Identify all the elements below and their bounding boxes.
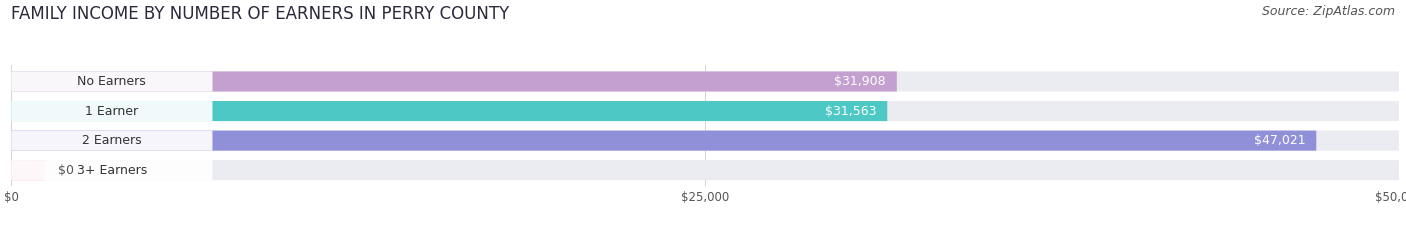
FancyBboxPatch shape (11, 101, 887, 121)
Text: $31,908: $31,908 (834, 75, 886, 88)
FancyBboxPatch shape (11, 130, 212, 151)
FancyBboxPatch shape (11, 130, 1399, 151)
Text: 1 Earner: 1 Earner (86, 105, 138, 117)
Text: FAMILY INCOME BY NUMBER OF EARNERS IN PERRY COUNTY: FAMILY INCOME BY NUMBER OF EARNERS IN PE… (11, 5, 509, 23)
Text: Source: ZipAtlas.com: Source: ZipAtlas.com (1261, 5, 1395, 18)
Text: No Earners: No Earners (77, 75, 146, 88)
Text: $31,563: $31,563 (825, 105, 876, 117)
FancyBboxPatch shape (11, 101, 212, 121)
FancyBboxPatch shape (11, 130, 1316, 151)
Text: $0: $0 (59, 164, 75, 177)
Text: 2 Earners: 2 Earners (82, 134, 142, 147)
FancyBboxPatch shape (11, 72, 897, 92)
FancyBboxPatch shape (11, 101, 1399, 121)
FancyBboxPatch shape (11, 72, 1399, 92)
FancyBboxPatch shape (11, 72, 212, 92)
Text: $47,021: $47,021 (1254, 134, 1305, 147)
Text: 3+ Earners: 3+ Earners (77, 164, 148, 177)
FancyBboxPatch shape (11, 160, 212, 180)
FancyBboxPatch shape (11, 160, 1399, 180)
FancyBboxPatch shape (11, 160, 45, 180)
